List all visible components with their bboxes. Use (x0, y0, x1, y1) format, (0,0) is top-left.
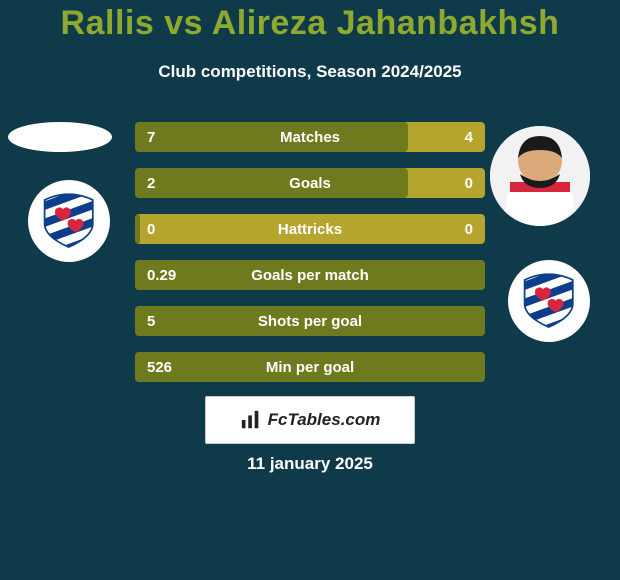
stat-row: 00Hattricks (135, 214, 485, 244)
stat-label: Goals (135, 168, 485, 198)
fctables-badge[interactable]: FcTables.com (205, 396, 415, 444)
bar-chart-icon (240, 409, 262, 431)
player-right-avatar (490, 126, 590, 226)
player-right-club-logo (508, 260, 590, 342)
player-photo-icon (490, 126, 590, 226)
comparison-card: Rallis vs Alireza Jahanbakhsh Club compe… (0, 0, 620, 580)
heerenveen-shield-icon (520, 272, 577, 329)
stat-bars: 74Matches 20Goals 00Hattricks 0.29Goals per… (135, 122, 485, 398)
stat-label: Goals per match (135, 260, 485, 290)
stat-row: 20Goals (135, 168, 485, 198)
title: Rallis vs Alireza Jahanbakhsh (0, 4, 620, 43)
player-left-avatar (8, 122, 112, 152)
stat-label: Shots per goal (135, 306, 485, 336)
date: 11 january 2025 (0, 454, 620, 474)
stat-label: Min per goal (135, 352, 485, 382)
fctables-label: FcTables.com (268, 410, 381, 430)
stat-row: 74Matches (135, 122, 485, 152)
player-left-club-logo (28, 180, 110, 262)
stat-label: Hattricks (135, 214, 485, 244)
stat-row: 526Min per goal (135, 352, 485, 382)
stat-row: 0.29Goals per match (135, 260, 485, 290)
stat-label: Matches (135, 122, 485, 152)
heerenveen-shield-icon (40, 192, 97, 249)
stat-row: 5Shots per goal (135, 306, 485, 336)
subtitle: Club competitions, Season 2024/2025 (0, 62, 620, 82)
